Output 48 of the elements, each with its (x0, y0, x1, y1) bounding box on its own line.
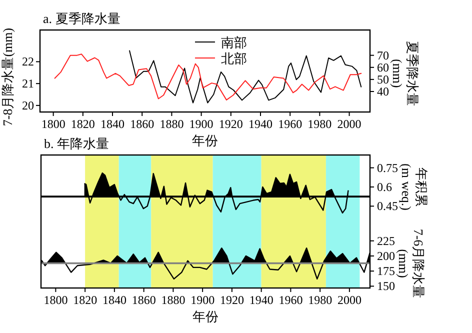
x-tick-label: 1940 (248, 117, 272, 131)
x-tick-label: 1860 (132, 293, 156, 307)
x-tick-label: 1840 (102, 293, 126, 307)
y3-axis-title: 7-6月降水量(mm) (396, 228, 426, 298)
x-tick-label: 1900 (189, 117, 214, 131)
y3-tick-label: 150 (377, 279, 395, 294)
x-tick-label: 1820 (70, 117, 95, 131)
x-tick-label: 2000 (337, 117, 362, 131)
y2-tick-label: 50 (377, 72, 389, 86)
x-tick-label: 1920 (220, 293, 244, 307)
x-tick-label: 1840 (100, 117, 125, 131)
x-tick-label: 1860 (130, 117, 154, 131)
y2-tick-label: 60 (377, 60, 389, 74)
x-axis-title: 年份 (192, 309, 218, 324)
x-tick-label: 1960 (278, 117, 302, 131)
y-tick-label: 22 (22, 54, 34, 69)
y2-tick-label: 40 (377, 84, 389, 98)
x-tick-label: 1920 (218, 117, 243, 131)
y2-axis-title: 年积累(m weq.) (399, 164, 429, 210)
x-tick-label: 1880 (161, 293, 186, 307)
x-tick-label: 1800 (41, 117, 66, 131)
y3-tick-label: 225 (377, 234, 395, 248)
y2-axis-title: 夏季降水量(mm) (390, 40, 420, 106)
x-tick-label: 1980 (308, 117, 332, 131)
x-axis-title: 年份 (192, 133, 218, 148)
x-tick-label: 2000 (337, 293, 362, 307)
legend-label: 南部 (221, 35, 247, 50)
x-tick-label: 1820 (73, 293, 98, 307)
y2-tick-label: 70 (377, 48, 389, 62)
x-tick-label: 1940 (249, 293, 274, 307)
y3-tick-label: 175 (377, 264, 395, 278)
x-tick-label: 1880 (160, 117, 184, 131)
y-tick-label: 21 (22, 76, 34, 91)
y3-tick-label: 200 (377, 248, 395, 263)
x-tick-label: 1960 (278, 293, 303, 307)
x-tick-label: 1900 (190, 293, 215, 307)
chart-title: b. 年降水量 (44, 136, 109, 151)
y-tick-label: 20 (22, 98, 34, 112)
y2-tick-label: 0.75 (377, 160, 398, 175)
legend-label: 北部 (221, 51, 247, 66)
x-tick-label: 1980 (308, 293, 332, 307)
line-series (129, 50, 362, 104)
chart-title: a. 夏季降水量 (43, 11, 120, 26)
y2-tick-label: 0.45 (377, 199, 398, 214)
y2-tick-label: 0.6 (377, 180, 392, 194)
x-tick-label: 1800 (44, 293, 68, 307)
y-axis-title: 7-8月降水量(mm) (0, 28, 15, 126)
line-series (54, 54, 362, 100)
